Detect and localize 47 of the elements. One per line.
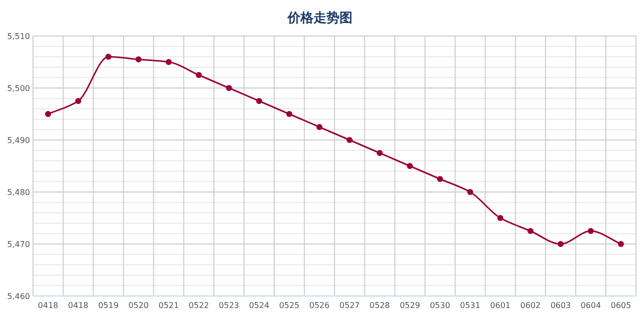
- x-tick-label: 0602: [520, 301, 541, 310]
- x-tick-label: 0526: [309, 301, 330, 310]
- chart-title: 价格走势图: [286, 10, 352, 26]
- point: [558, 241, 564, 247]
- point: [226, 85, 232, 91]
- point: [527, 228, 534, 234]
- point: [136, 56, 142, 62]
- point: [196, 72, 202, 78]
- y-tick-label: 5,460: [7, 292, 30, 301]
- point: [376, 150, 383, 156]
- point: [316, 124, 322, 130]
- point: [166, 59, 172, 65]
- x-tick-label: 0530: [430, 301, 450, 310]
- x-tick-label: 0603: [550, 301, 571, 310]
- x-tick-label: 0604: [580, 301, 601, 310]
- y-tick-label: 5,480: [7, 188, 30, 197]
- y-tick-label: 5,510: [7, 32, 30, 41]
- x-tick-label: 0519: [98, 301, 119, 310]
- x-tick-label: 0529: [400, 301, 420, 310]
- point: [346, 137, 353, 143]
- x-tick-label: 0528: [370, 301, 390, 310]
- x-tick-label: 0521: [158, 301, 179, 310]
- x-tick-label: 0525: [279, 301, 300, 310]
- point: [45, 111, 52, 117]
- x-tick-label: 0524: [248, 301, 270, 310]
- point: [437, 176, 444, 182]
- point: [286, 111, 292, 117]
- y-tick-label: 5,490: [7, 136, 30, 145]
- point: [256, 98, 262, 104]
- x-tick-label: 0522: [188, 301, 210, 310]
- x-tick-label: 0418: [68, 301, 88, 310]
- x-tick-label: 0531: [460, 301, 480, 310]
- point: [588, 228, 594, 234]
- x-tick-label: 0527: [339, 301, 360, 310]
- point: [105, 54, 112, 60]
- point: [406, 163, 413, 169]
- point: [618, 241, 624, 247]
- point: [467, 189, 474, 195]
- y-tick-label: 5,470: [7, 240, 30, 249]
- x-tick-label: 0601: [490, 301, 511, 310]
- y-tick-label: 5,500: [7, 84, 30, 93]
- point: [497, 215, 504, 221]
- x-tick-label: 0523: [218, 301, 240, 310]
- x-tick-label: 0520: [128, 301, 149, 310]
- x-tick-label: 0418: [38, 301, 58, 310]
- point: [75, 98, 82, 104]
- x-tick-label: 0605: [610, 301, 632, 310]
